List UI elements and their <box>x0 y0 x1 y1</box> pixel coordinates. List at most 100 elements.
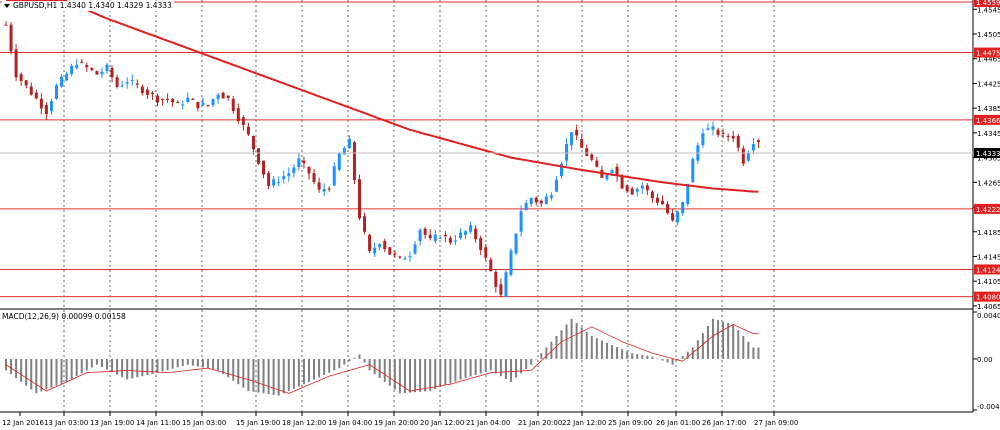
candlestick <box>368 233 372 254</box>
macd-histogram-bar <box>85 358 88 371</box>
candlestick <box>4 21 8 26</box>
candlestick <box>373 242 377 257</box>
candlestick <box>721 128 725 139</box>
time-tick-label: 19 Jan 20:00 <box>374 419 418 427</box>
price-tick-label: 1.4145 <box>977 253 1000 261</box>
macd-histogram-bar <box>681 356 684 359</box>
candlestick <box>756 138 760 149</box>
macd-histogram-bar <box>65 358 68 382</box>
time-tick-label: 27 Jan 09:00 <box>754 419 798 427</box>
macd-histogram-bar <box>439 358 442 388</box>
candlestick <box>570 132 574 151</box>
candlestick <box>453 234 457 245</box>
macd-histogram-bar <box>429 358 432 392</box>
candlestick <box>565 138 569 167</box>
macd-histogram-bar <box>252 358 255 392</box>
time-tick-label: 13 Jan 19:00 <box>90 419 134 427</box>
macd-histogram-bar <box>328 358 331 373</box>
candlestick <box>347 135 351 149</box>
macd-histogram-bar <box>333 358 336 371</box>
current-price-label: 1.4333 <box>976 150 1000 158</box>
macd-histogram-bar <box>489 358 492 371</box>
macd-histogram-bar <box>10 358 13 375</box>
candlestick <box>469 221 473 234</box>
svg-text:1.4080: 1.4080 <box>976 294 1000 302</box>
macd-histogram-bar <box>666 358 669 363</box>
chart-title: GBPUSD,H1 1.4340 1.4340 1.4329 1.4333 <box>2 1 174 11</box>
macd-histogram-bar <box>20 358 23 382</box>
candlestick <box>701 128 705 148</box>
candlestick <box>423 227 427 239</box>
candlestick <box>398 255 402 260</box>
candlestick <box>529 197 533 207</box>
macd-histogram-bar <box>626 351 629 359</box>
candlestick <box>514 233 518 256</box>
svg-text:1.4222: 1.4222 <box>976 206 1000 214</box>
price-tick-label: 1.4105 <box>977 278 1000 286</box>
candlestick <box>282 170 286 184</box>
candlestick <box>29 82 33 96</box>
candlestick <box>635 187 639 197</box>
candlestick <box>519 205 523 237</box>
macd-histogram-bar <box>131 358 134 379</box>
candlestick <box>413 241 417 256</box>
macd-histogram-bar <box>338 358 341 369</box>
macd-histogram-bar <box>227 358 230 378</box>
candlestick <box>231 95 235 114</box>
candlestick <box>55 83 58 100</box>
macd-histogram-bar <box>111 358 114 373</box>
macd-histogram-bar <box>732 324 735 359</box>
candlestick <box>272 176 276 189</box>
price-tick-label: 1.4465 <box>977 56 1000 64</box>
macd-histogram-bar <box>414 358 417 393</box>
price-tick-label: 1.4425 <box>977 80 1000 88</box>
candlestick <box>140 84 144 96</box>
macd-histogram-bar <box>494 358 497 374</box>
candlestick <box>383 238 387 253</box>
candlestick <box>176 100 180 103</box>
candlestick <box>150 91 154 100</box>
macd-histogram-bar <box>757 347 760 359</box>
candlestick <box>363 212 367 235</box>
macd-histogram-bar <box>151 358 154 374</box>
macd-histogram-bar <box>550 341 553 359</box>
candlestick <box>145 87 149 100</box>
dropdown-triangle-icon[interactable] <box>4 4 10 8</box>
level-price-tag: 1.4559 <box>974 0 1000 7</box>
macd-histogram-bar <box>499 358 502 377</box>
macd-histogram-bar <box>277 358 280 396</box>
macd-histogram-bar <box>454 358 457 382</box>
candlestick <box>605 174 609 182</box>
macd-histogram-bar <box>611 345 613 359</box>
price-tick-label: 1.4265 <box>977 179 1000 187</box>
candlestick <box>736 133 740 152</box>
candlestick <box>560 161 563 179</box>
price-tick-label: 1.4345 <box>977 130 1000 138</box>
candlestick <box>625 184 629 194</box>
macd-histogram-bar <box>504 358 507 380</box>
macd-histogram-bar <box>510 358 512 382</box>
macd-histogram-bar <box>318 358 321 378</box>
time-tick-label: 13 Jan 03:00 <box>44 419 88 427</box>
candlestick <box>479 235 483 256</box>
candlestick <box>156 93 159 107</box>
macd-histogram-bar <box>388 358 391 386</box>
macd-histogram-bar <box>464 358 467 379</box>
candlestick <box>166 93 170 103</box>
svg-text:1.4475: 1.4475 <box>976 50 1000 58</box>
candlestick <box>312 169 316 185</box>
candlestick <box>686 183 690 207</box>
ohlc-label: 1.4340 1.4329 1.4333 <box>88 1 172 10</box>
candlestick <box>60 73 64 88</box>
candlestick <box>666 201 670 215</box>
candlestick <box>640 182 644 194</box>
macd-histogram-bar <box>348 358 351 362</box>
time-tick-label: 25 Jan 09:00 <box>608 419 652 427</box>
macd-histogram-bar <box>166 358 169 371</box>
macd-histogram-bar <box>651 356 654 359</box>
macd-histogram-bar <box>201 358 204 368</box>
svg-text:1.4559: 1.4559 <box>976 0 1000 7</box>
macd-histogram-bar <box>161 358 164 372</box>
